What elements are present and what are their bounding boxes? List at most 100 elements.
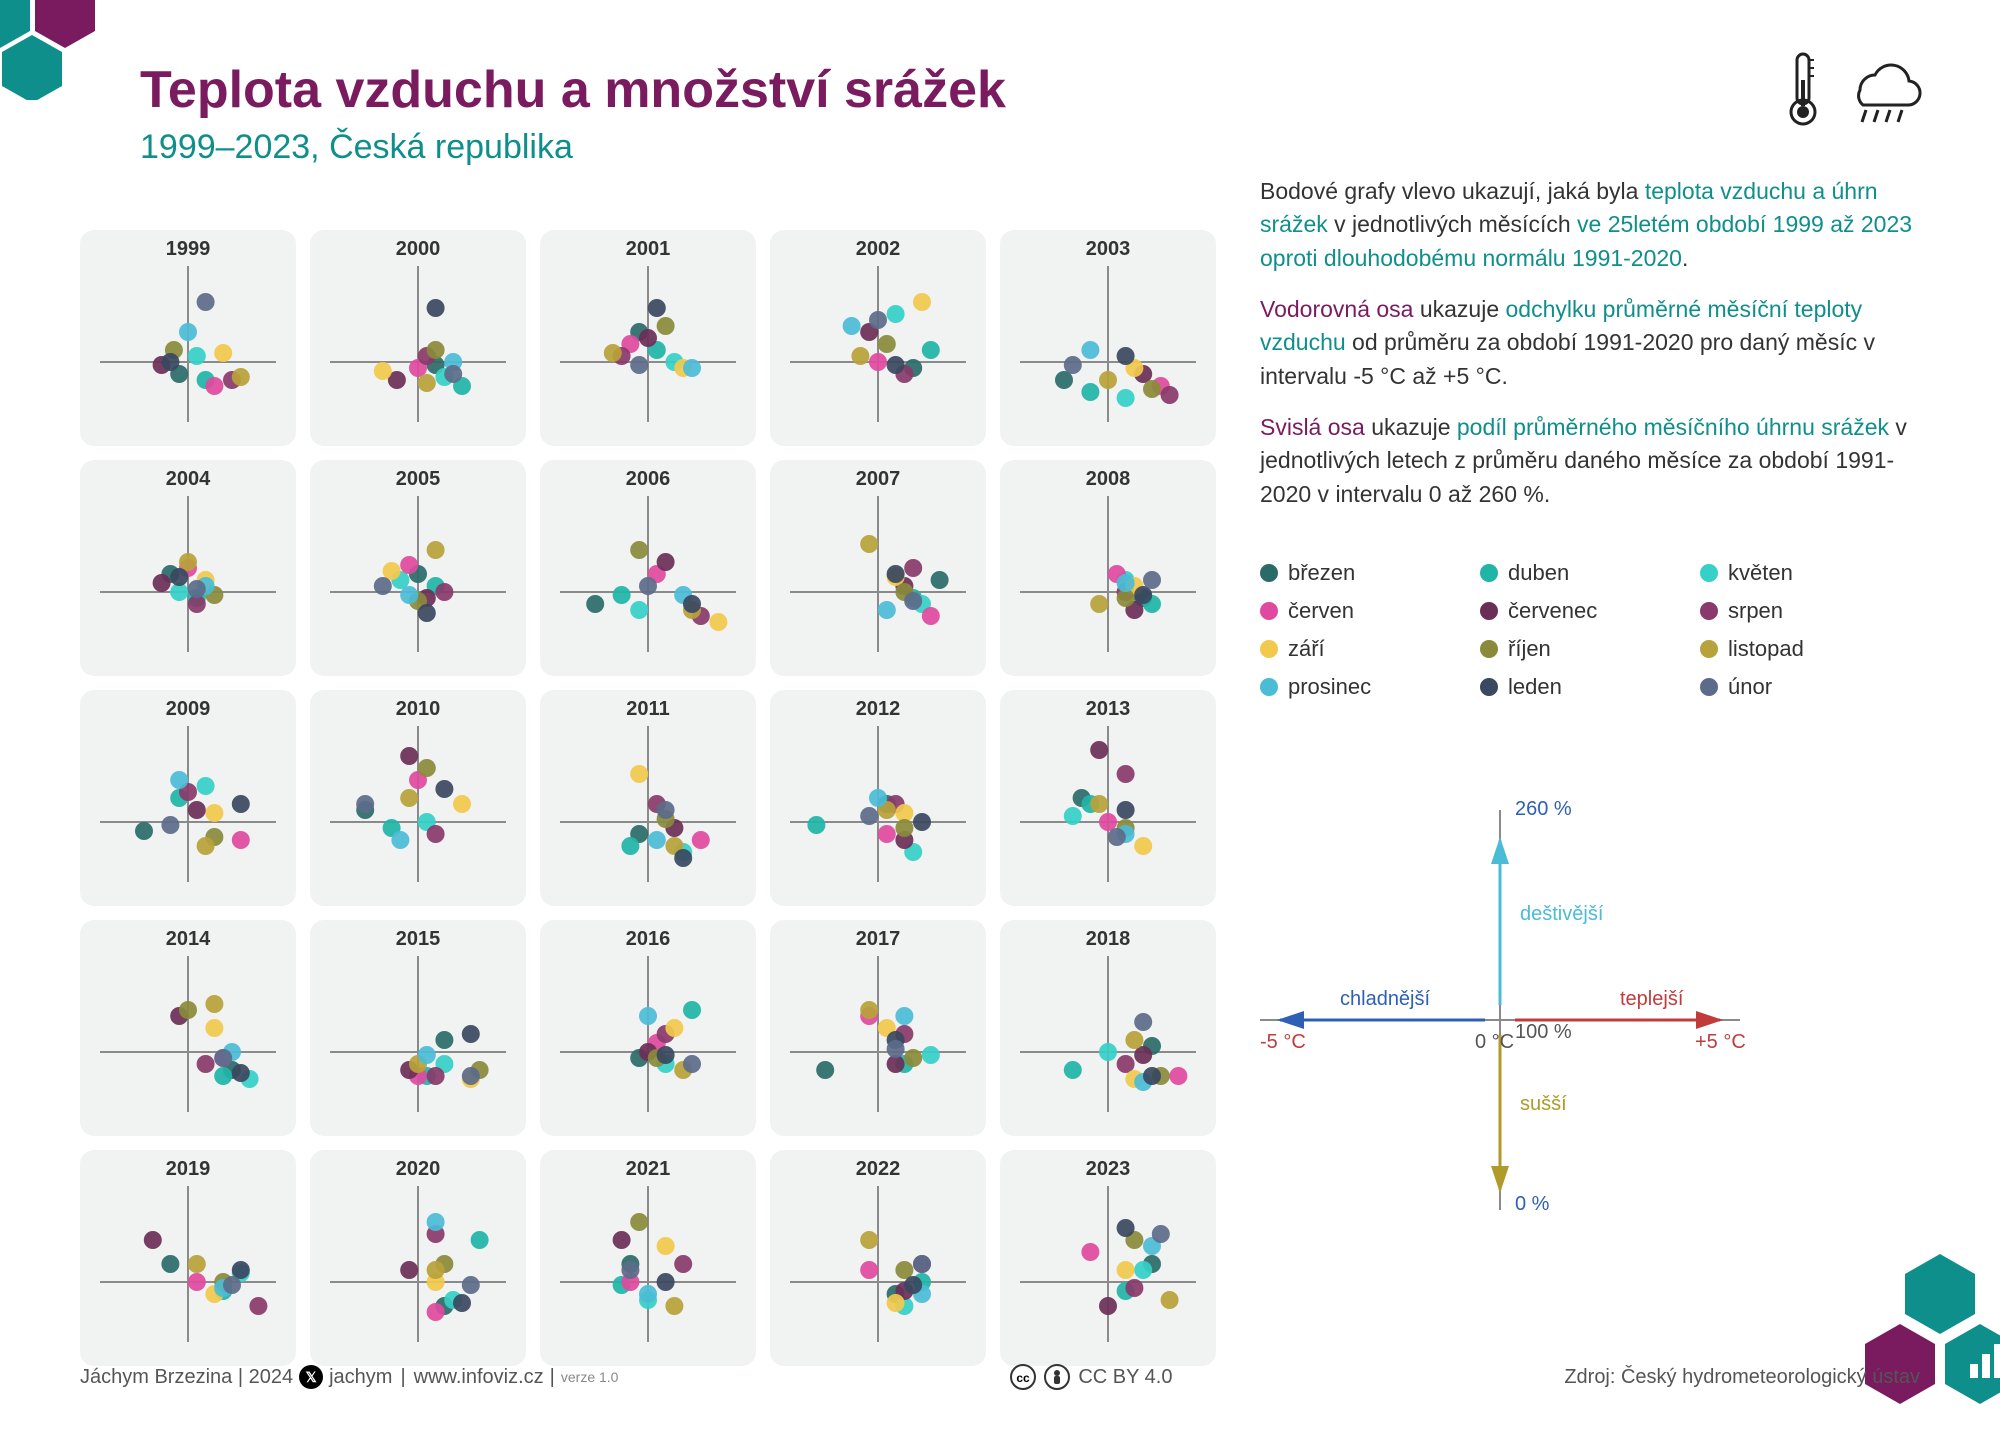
svg-text:0 °C: 0 °C [1475,1031,1514,1053]
thermometer-icon [1780,50,1826,128]
legend-item: září [1260,636,1460,662]
legend-label: květen [1728,560,1793,586]
legend-dot [1700,564,1718,582]
by-icon [1044,1364,1070,1390]
legend-label: únor [1728,674,1772,700]
year-panel: 2015 [310,920,526,1136]
cc-icon: cc [1010,1364,1036,1390]
p1c: v jednotlivých měsících [1328,211,1577,237]
legend-label: červenec [1508,598,1597,624]
year-panel: 2010 [310,690,526,906]
page-title: Teplota vzduchu a množství srážek [140,60,1006,120]
legend-label: červen [1288,598,1354,624]
license-label: CC BY 4.0 [1078,1366,1172,1389]
legend-item: červen [1260,598,1460,624]
legend-dot [1700,678,1718,696]
legend-dot [1260,602,1278,620]
legend-item: duben [1480,560,1680,586]
legend-label: září [1288,636,1325,662]
legend-item: červenec [1480,598,1680,624]
svg-text:cc: cc [1017,1371,1031,1385]
year-panel: 2011 [540,690,756,906]
legend-dot [1260,678,1278,696]
svg-text:deštivější: deštivější [1520,903,1604,925]
p2d: od průměru za období 1991-2020 pro daný … [1260,329,1875,388]
year-panel: 2003 [1000,230,1216,446]
p3a: Svislá osa [1260,414,1365,440]
page-subtitle: 1999–2023, Česká republika [140,128,1006,167]
legend-item: leden [1480,674,1680,700]
year-panel: 2001 [540,230,756,446]
year-panel: 2013 [1000,690,1216,906]
legend-label: prosinec [1288,674,1371,700]
legend-label: říjen [1508,636,1551,662]
footer-handle: jachym [329,1366,392,1389]
hex-deco-top-left [0,0,150,100]
svg-text:teplejší: teplejší [1620,988,1684,1010]
svg-text:260 %: 260 % [1515,798,1572,820]
p3b: ukazuje [1365,414,1457,440]
p3c: podíl průměrného měsíčního úhrnu srážek [1457,414,1889,440]
month-legend: březen duben květen červen červenec srpen září… [1260,560,1900,700]
year-panel: 2022 [770,1150,986,1366]
legend-item: květen [1700,560,1900,586]
legend-item: březen [1260,560,1460,586]
legend-item: únor [1700,674,1900,700]
footer-version: verze 1.0 [561,1369,619,1385]
footer: Jáchym Brzezina | 2024 𝕏 jachym | www.in… [80,1364,1920,1390]
legend-dot [1260,640,1278,658]
year-panel: 2017 [770,920,986,1136]
year-panel: 2014 [80,920,296,1136]
svg-text:100 %: 100 % [1515,1021,1572,1043]
year-panel: 2007 [770,460,986,676]
hex-deco-bottom-right [1770,1244,2000,1444]
year-panel: 2000 [310,230,526,446]
year-panel: 2023 [1000,1150,1216,1366]
p1a: Bodové grafy vlevo ukazují, jaká byla [1260,178,1645,204]
year-panel: 2008 [1000,460,1216,676]
legend-dot [1700,640,1718,658]
year-panel: 2004 [80,460,296,676]
p1e: . [1682,245,1688,271]
legend-item: listopad [1700,636,1900,662]
small-multiples-grid: 19992000200120022003 20042005200620072008… [80,230,1220,1366]
rain-cloud-icon [1840,50,1930,128]
year-panel: 2006 [540,460,756,676]
year-panel: 2016 [540,920,756,1136]
legend-dot [1260,564,1278,582]
license-block: cc CC BY 4.0 [1010,1364,1172,1390]
year-panel: 2019 [80,1150,296,1366]
legend-dot [1700,602,1718,620]
legend-dot [1480,602,1498,620]
legend-dot [1480,564,1498,582]
legend-label: duben [1508,560,1569,586]
footer-site: www.infoviz.cz [414,1366,544,1389]
legend-dot [1480,678,1498,696]
legend-label: leden [1508,674,1562,700]
year-panel: 2012 [770,690,986,906]
description-text: Bodové grafy vlevo ukazují, jaká byla te… [1260,175,1920,529]
year-panel: 2018 [1000,920,1216,1136]
p2a: Vodorovná osa [1260,296,1413,322]
year-panel: 1999 [80,230,296,446]
svg-text:+5 °C: +5 °C [1695,1031,1746,1053]
legend-label: březen [1288,560,1355,586]
svg-text:sušší: sušší [1520,1093,1567,1115]
footer-author: Jáchym Brzezina | 2024 [80,1366,293,1389]
year-panel: 2002 [770,230,986,446]
legend-item: srpen [1700,598,1900,624]
svg-text:chladnější: chladnější [1340,988,1431,1010]
year-panel: 2009 [80,690,296,906]
axis-guide: 260 % 100 % 0 % -5 °C 0 °C +5 °C chladně… [1220,780,1780,1240]
p2b: ukazuje [1413,296,1505,322]
svg-text:0 %: 0 % [1515,1193,1550,1215]
footer-source: Zdroj: Český hydrometeorologický ústav [1564,1366,1920,1389]
legend-item: prosinec [1260,674,1460,700]
x-icon: 𝕏 [299,1365,323,1389]
legend-dot [1480,640,1498,658]
year-panel: 2021 [540,1150,756,1366]
year-panel: 2005 [310,460,526,676]
legend-item: říjen [1480,636,1680,662]
legend-label: listopad [1728,636,1804,662]
svg-text:-5 °C: -5 °C [1260,1031,1306,1053]
